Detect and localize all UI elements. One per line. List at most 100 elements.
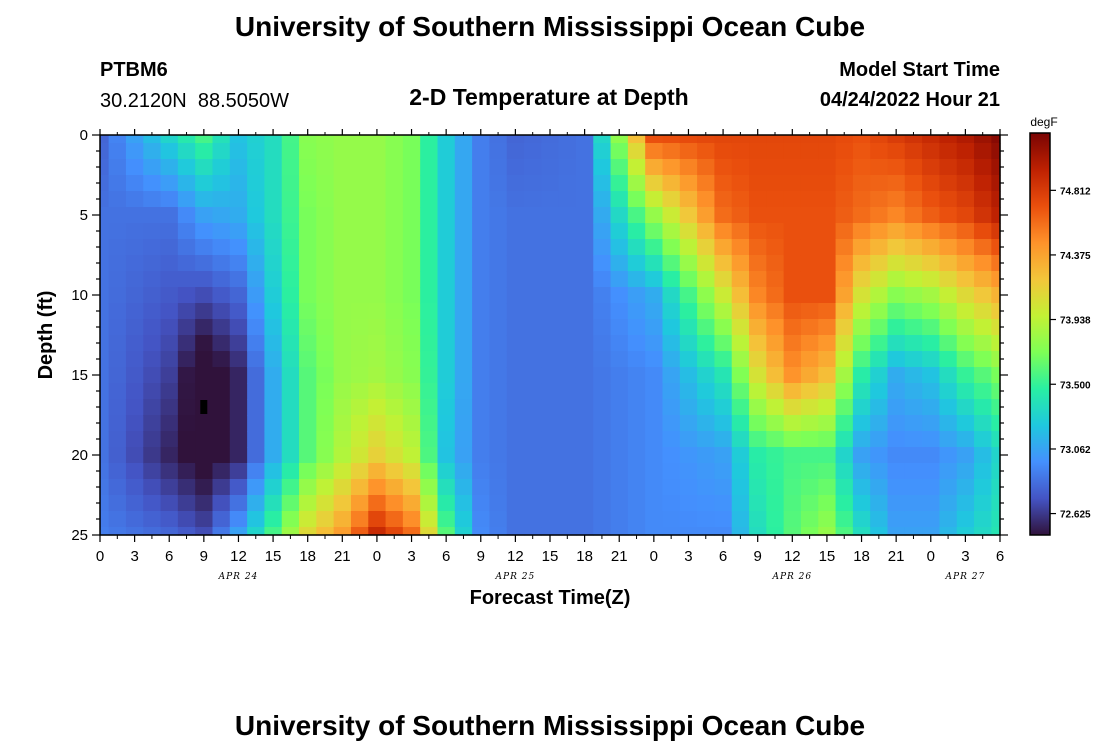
heatmap-cell	[350, 479, 369, 496]
heatmap-cell	[714, 495, 733, 512]
heatmap-cell	[818, 511, 837, 528]
heatmap-cell	[922, 191, 941, 208]
heatmap-cell	[333, 383, 352, 400]
heatmap-cell	[939, 223, 958, 240]
heatmap-cell	[489, 527, 508, 536]
heatmap-cell	[368, 335, 387, 352]
heatmap-cell	[835, 351, 854, 368]
heatmap-cell	[939, 255, 958, 272]
heatmap-cell	[100, 239, 110, 256]
heatmap-cell	[939, 143, 958, 160]
heatmap-cell	[100, 159, 110, 176]
heatmap-cell	[100, 527, 110, 536]
heatmap-cell	[264, 135, 283, 144]
heatmap-cell	[524, 431, 542, 448]
heatmap-cell	[922, 383, 941, 400]
heatmap-cell	[887, 463, 906, 480]
heatmap-cell	[212, 191, 231, 208]
heatmap-cell	[887, 431, 906, 448]
heatmap-cell	[749, 255, 767, 272]
heatmap-cell	[299, 463, 317, 480]
heatmap-cell	[143, 143, 162, 160]
heatmap-cells	[100, 135, 1001, 536]
heatmap-cell	[368, 415, 387, 432]
heatmap-cell	[627, 255, 646, 272]
x-tick-label: 3	[684, 548, 692, 565]
heatmap-cell	[800, 511, 819, 528]
chart-subtitle: 2-D Temperature at Depth	[409, 84, 688, 110]
y-axis: 0 5 10 15 20 25	[71, 127, 1008, 544]
heatmap-cell	[299, 135, 317, 144]
heatmap-cell	[420, 255, 439, 272]
heatmap-cell	[125, 335, 144, 352]
heatmap-cell	[125, 159, 144, 176]
heatmap-cell	[697, 159, 716, 176]
heatmap-cell	[125, 303, 144, 320]
heatmap-cell	[299, 383, 317, 400]
heatmap-cell	[350, 367, 369, 384]
heatmap-cell	[489, 191, 508, 208]
heatmap-cell	[922, 479, 941, 496]
heatmap-cell	[991, 367, 1001, 384]
heatmap-cell	[593, 527, 612, 536]
heatmap-cell	[489, 239, 508, 256]
heatmap-cell	[749, 399, 767, 416]
heatmap-cell	[281, 287, 300, 304]
heatmap-cell	[610, 207, 629, 224]
heatmap-cell	[558, 143, 577, 160]
heatmap-cell	[662, 367, 681, 384]
heatmap-cell	[247, 319, 266, 336]
heatmap-cell	[472, 207, 491, 224]
heatmap-cell	[350, 335, 369, 352]
heatmap-cell	[939, 159, 958, 176]
heatmap-cell	[818, 447, 837, 464]
heatmap-cell	[316, 223, 335, 240]
heatmap-cell	[714, 159, 733, 176]
heatmap-cell	[593, 143, 612, 160]
heatmap-cell	[247, 223, 266, 240]
heatmap-cell	[558, 431, 577, 448]
heatmap-cell	[887, 351, 906, 368]
heatmap-cell	[368, 207, 387, 224]
heatmap-cell	[472, 447, 491, 464]
heatmap-cell	[281, 495, 300, 512]
heatmap-cell	[350, 239, 369, 256]
heatmap-cell	[991, 223, 1001, 240]
heatmap-cell	[143, 319, 162, 336]
heatmap-cell	[662, 511, 681, 528]
heatmap-cell	[212, 367, 231, 384]
heatmap-cell	[783, 511, 802, 528]
heatmap-cell	[731, 479, 750, 496]
heatmap-cell	[385, 447, 404, 464]
heatmap-cell	[974, 303, 992, 320]
heatmap-cell	[974, 335, 992, 352]
heatmap-cell	[264, 367, 283, 384]
heatmap-cell	[350, 255, 369, 272]
heatmap-cell	[956, 159, 975, 176]
x-tick-label: 3	[961, 548, 969, 565]
heatmap-cell	[143, 479, 162, 496]
heatmap-cell	[385, 239, 404, 256]
heatmap-cell	[506, 511, 525, 528]
heatmap-cell	[524, 287, 542, 304]
heatmap-cell	[766, 335, 785, 352]
heatmap-cell	[852, 527, 871, 536]
heatmap-cell	[402, 303, 421, 320]
heatmap-cell	[922, 351, 941, 368]
heatmap-cell	[524, 319, 542, 336]
x-tick-label: 3	[130, 548, 138, 565]
heatmap-cell	[350, 415, 369, 432]
heatmap-cell	[316, 271, 335, 288]
heatmap-cell	[368, 527, 387, 536]
heatmap-cell	[887, 159, 906, 176]
heatmap-cell	[281, 415, 300, 432]
heatmap-cell	[679, 415, 698, 432]
heatmap-cell	[887, 399, 906, 416]
heatmap-cell	[281, 431, 300, 448]
heatmap-cell	[575, 175, 594, 192]
heatmap-cell	[818, 271, 837, 288]
heatmap-cell	[766, 495, 785, 512]
heatmap-cell	[350, 191, 369, 208]
heatmap-cell	[299, 415, 317, 432]
heatmap-cell	[125, 399, 144, 416]
